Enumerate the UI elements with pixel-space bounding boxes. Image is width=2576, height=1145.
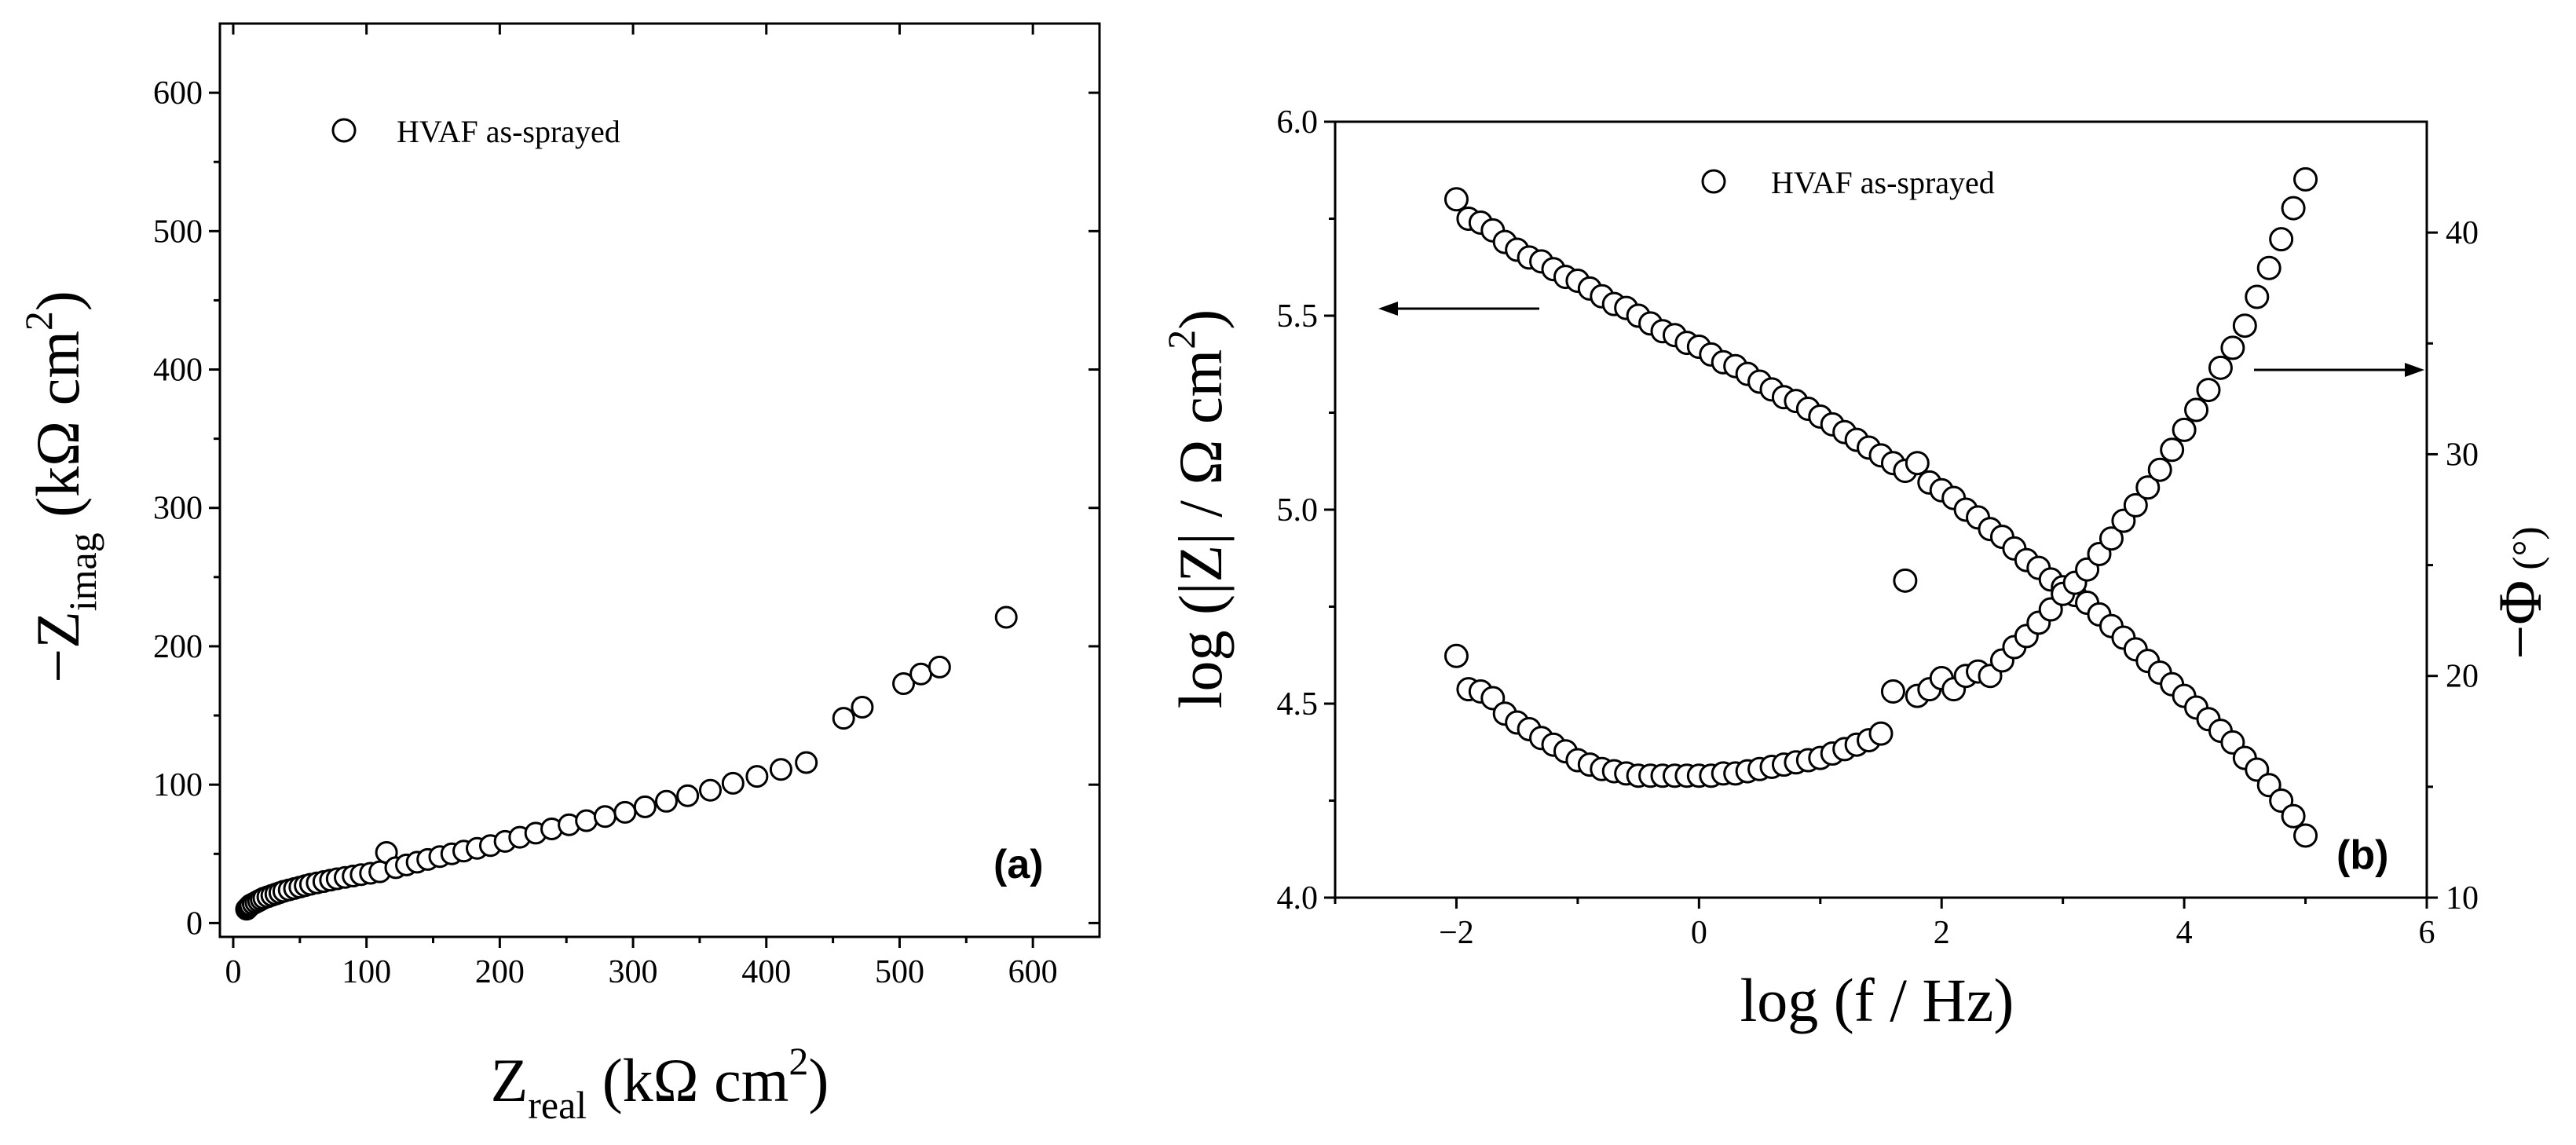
panel-a-x-axis-title: Zreal (kΩ cm2)	[491, 1039, 829, 1127]
panel-b-y-tick-label: 4.0	[1277, 880, 1319, 916]
panel-a-y-tick-label: 300	[153, 491, 203, 527]
phase-data-point	[2098, 526, 2124, 551]
impedance-data-point	[2281, 803, 2306, 829]
panel-a-data-point	[698, 778, 722, 802]
phase-data-point	[2172, 417, 2197, 442]
panel-b-legend-marker	[1701, 169, 1726, 194]
panel-a-plot-frame	[218, 22, 1101, 938]
phase-data-point	[2123, 492, 2148, 518]
left-axis-arrowhead	[1378, 302, 1398, 316]
panel-b-y-tick-label: 6.0	[1277, 104, 1319, 141]
panel-a-legend-marker	[331, 118, 357, 143]
panel-a-data-point	[851, 695, 874, 719]
panel-a-data-point	[795, 751, 818, 774]
phase-data-point	[2281, 196, 2306, 221]
phase-data-point	[2293, 166, 2318, 192]
panel-a-y-tick-label: 600	[153, 75, 203, 112]
panel-a-x-tick-label: 300	[609, 954, 658, 990]
panel-a-y-tick-label: 500	[153, 214, 203, 250]
panel-a-data-point	[745, 765, 769, 788]
panel-b-y2-tick-label: 20	[2446, 659, 2479, 695]
panel-b-x-tick-label: 6	[2419, 915, 2435, 951]
right-axis-arrowhead	[2405, 363, 2424, 377]
panel-a-ticks: 0 100 200 300 400 500 600 0 100 200 300 400 500 600	[153, 24, 1100, 990]
panel-b-y-tick-label: 5.5	[1277, 298, 1319, 335]
panel-b-plot-frame	[1334, 120, 2428, 899]
phase-data-point	[2208, 355, 2233, 380]
panel-a-data-point	[613, 800, 637, 824]
panel-b-y2-tick-label: 10	[2446, 880, 2479, 916]
panel-a-data-point	[832, 707, 855, 730]
impedance-data-point	[1905, 451, 1930, 476]
panel-b-legend-text: HVAF as-sprayed	[1771, 165, 1995, 200]
phase-data-point	[1893, 568, 1918, 593]
panel-b-x-tick-label: 2	[1934, 915, 1950, 951]
panel-a-y-tick-label: 0	[186, 905, 203, 942]
phase-data-point	[2196, 378, 2221, 403]
panel-a-y-tick-label: 400	[153, 353, 203, 389]
phase-data-point	[1880, 679, 1905, 704]
phase-data-point	[2232, 313, 2257, 338]
panel-b-x-axis-title: log (f / Hz)	[1740, 966, 2014, 1034]
panel-a-x-tick-label: 0	[225, 954, 241, 990]
panel-b-y2-tick-label: 40	[2446, 215, 2479, 251]
panel-a-x-tick-label: 100	[342, 954, 391, 990]
panel-a-legend-text: HVAF as-sprayed	[397, 114, 620, 149]
panel-a-y-tick-label: 200	[153, 629, 203, 665]
panel-b-label: (b)	[2336, 832, 2388, 878]
panel-b-y2-tick-label: 30	[2446, 437, 2479, 473]
panel-a-data-point	[994, 605, 1018, 629]
panel-b-y-tick-label: 4.5	[1277, 686, 1319, 722]
panel-a-data-point	[909, 662, 933, 686]
panel-b-data-points	[1444, 166, 2318, 848]
panel-a-data-points	[235, 605, 1018, 921]
phase-data-point	[2245, 284, 2270, 309]
phase-data-point	[1868, 721, 1894, 746]
panel-b-x-tick-label: −2	[1439, 915, 1474, 951]
panel-a-x-tick-label: 400	[741, 954, 791, 990]
panel-b-y2-axis-title: −Φ (°)	[2486, 526, 2554, 659]
panel-a-data-point	[575, 809, 598, 832]
impedance-data-point	[1444, 187, 1469, 212]
phase-data-point	[2269, 227, 2294, 252]
panel-a-data-point	[676, 784, 700, 807]
phase-data-point	[2220, 335, 2245, 360]
panel-b-x-tick-label: 0	[1691, 915, 1707, 951]
panel-a-data-point	[721, 771, 745, 795]
panel-a-x-tick-label: 200	[475, 954, 525, 990]
panel-b-x-tick-label: 4	[2176, 915, 2193, 951]
panel-a-data-point	[892, 672, 916, 696]
phase-data-point	[2184, 397, 2209, 423]
phase-data-point	[1444, 643, 1469, 668]
panel-b-y-axis-title: log (|Z| / Ω cm2)	[1159, 309, 1235, 708]
panel-a-y-axis-title: −Zimag (kΩ cm2)	[16, 291, 104, 683]
panel-a-nyquist-plot: 0 100 200 300 400 500 600 0 100 200 300 400 500 600 H…	[16, 22, 1101, 1127]
phase-data-point	[2256, 255, 2281, 280]
phase-data-point	[2147, 457, 2172, 482]
panel-a-x-tick-label: 500	[875, 954, 924, 990]
panel-b-bode-plot: −2 0 2 4 6 4.0 4.5 5.0 5.5 6.0 10 20 30 40 HVAF as-sp…	[1159, 104, 2554, 1034]
panel-b-y-tick-label: 5.0	[1277, 492, 1319, 529]
panel-a-data-point	[633, 795, 657, 818]
phase-data-point	[2160, 437, 2185, 463]
panel-b-ticks: −2 0 2 4 6 4.0 4.5 5.0 5.5 6.0 10 20 30 40	[1277, 104, 2479, 951]
panel-a-data-point	[593, 805, 617, 829]
panel-a-data-point	[654, 789, 678, 813]
phase-data-point	[2135, 475, 2161, 500]
panel-a-x-tick-label: 600	[1008, 954, 1058, 990]
panel-a-label: (a)	[993, 842, 1044, 887]
panel-a-data-point	[769, 758, 792, 781]
panel-a-data-point	[928, 655, 951, 679]
panel-a-y-tick-label: 100	[153, 767, 203, 803]
impedance-data-point	[2293, 823, 2318, 848]
